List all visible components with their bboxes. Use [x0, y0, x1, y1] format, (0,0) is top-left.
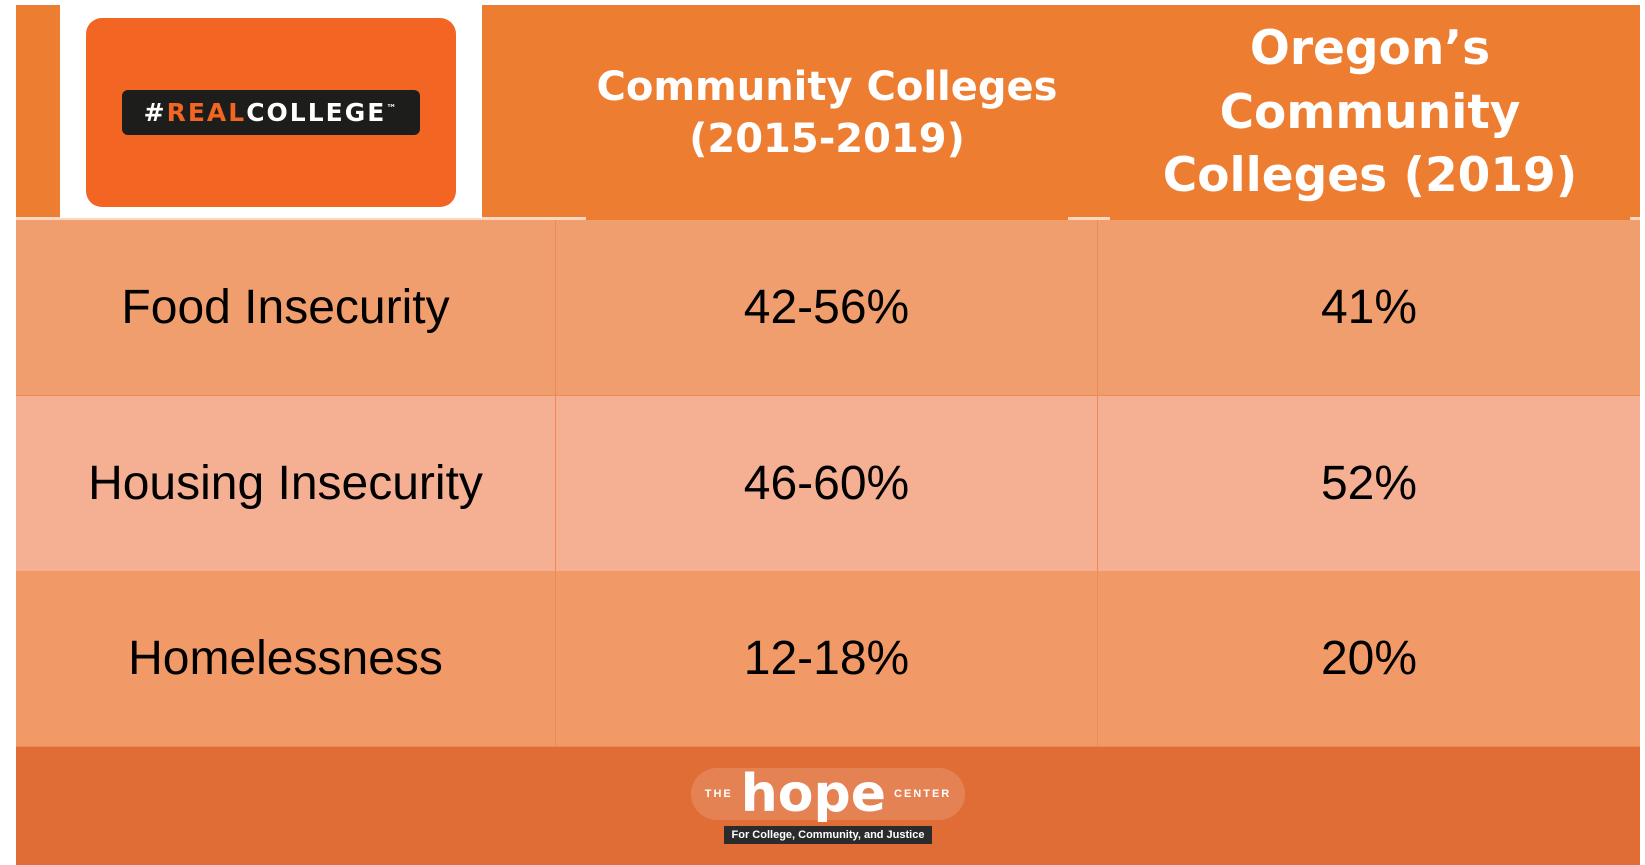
table-cell: 52%	[1098, 395, 1640, 572]
footer-center: CENTER	[894, 788, 952, 800]
table-cell: 12-18%	[556, 571, 1098, 748]
logo-badge: #REALCOLLEGE™	[86, 18, 456, 207]
footer-logo: THE hope CENTER	[690, 764, 966, 824]
logo-box: #REALCOLLEGE™	[60, 5, 482, 218]
logo-hash: #	[143, 98, 167, 127]
logo-college: COLLEGE	[246, 98, 387, 127]
logo-real: REAL	[166, 98, 247, 127]
header-cell: Oregon’s Community Colleges (2019)	[1110, 5, 1630, 220]
footer-tagline: For College, Community, and Justice	[723, 826, 933, 844]
logo-mark: ™	[386, 103, 399, 115]
table-cell: 46-60%	[556, 395, 1098, 572]
table-cell: 41%	[1098, 220, 1640, 396]
row-label: Homelessness	[16, 571, 556, 748]
table-cell: 20%	[1098, 571, 1640, 748]
header-cell: Community Colleges (2015-2019)	[586, 5, 1068, 220]
footer-the: THE	[704, 788, 733, 800]
row-label: Food Insecurity	[16, 220, 556, 396]
table-cell: 42-56%	[556, 220, 1098, 396]
row-label: Housing Insecurity	[16, 395, 556, 572]
logo-text: #REALCOLLEGE™	[121, 90, 421, 135]
footer: THE hope CENTER For College, Community, …	[16, 747, 1640, 865]
footer-hope: hope	[740, 764, 886, 824]
